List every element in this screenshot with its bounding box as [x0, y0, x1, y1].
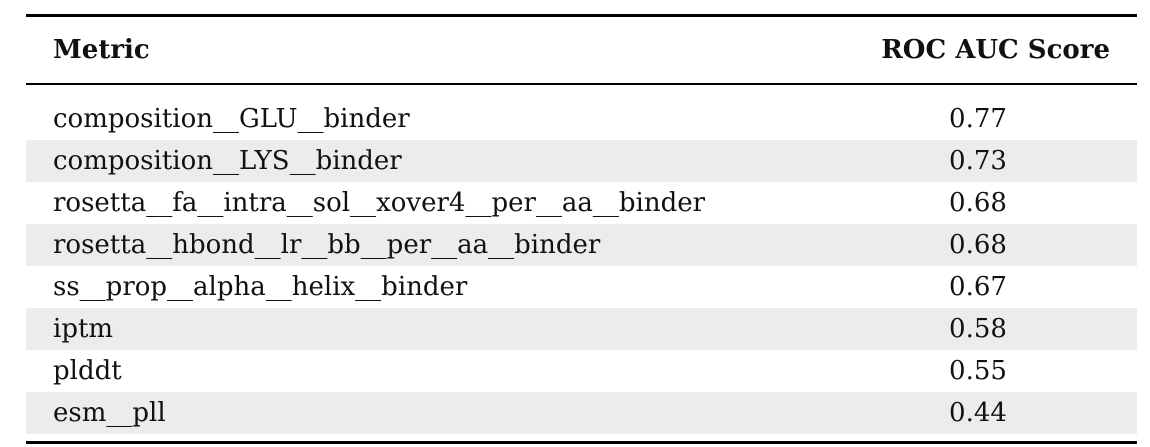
metric-cell: rosetta__hbond__lr__bb__per__aa__binder: [53, 230, 601, 260]
score-cell: 0.77: [949, 104, 1007, 134]
score-cell: 0.68: [949, 230, 1007, 260]
table-row: composition__LYS__binder 0.73: [26, 140, 1137, 182]
score-cell: 0.68: [949, 188, 1007, 218]
metric-cell: ss__prop__alpha__helix__binder: [53, 272, 468, 302]
metric-cell: iptm: [53, 314, 114, 344]
table-header: Metric ROC AUC Score: [26, 17, 1137, 83]
top-rule: [26, 14, 1137, 17]
score-cell: 0.58: [949, 314, 1007, 344]
bottom-rule: [26, 441, 1137, 444]
table-row: plddt 0.55: [26, 350, 1137, 392]
header-metric: Metric: [53, 35, 150, 65]
metric-cell: plddt: [53, 356, 122, 386]
table-row: esm__pll 0.44: [26, 392, 1137, 434]
results-table: Metric ROC AUC Score composition__GLU__b…: [26, 14, 1137, 444]
table-row: rosetta__fa__intra__sol__xover4__per__aa…: [26, 182, 1137, 224]
table-row: composition__GLU__binder 0.77: [26, 98, 1137, 140]
table-body: composition__GLU__binder 0.77 compositio…: [26, 98, 1137, 434]
metric-cell: esm__pll: [53, 398, 166, 428]
header-score: ROC AUC Score: [881, 35, 1110, 65]
table-row: ss__prop__alpha__helix__binder 0.67: [26, 266, 1137, 308]
metric-cell: composition__GLU__binder: [53, 104, 410, 134]
header-rule: [26, 83, 1137, 85]
table-row: rosetta__hbond__lr__bb__per__aa__binder …: [26, 224, 1137, 266]
score-cell: 0.44: [949, 398, 1007, 428]
score-cell: 0.73: [949, 146, 1007, 176]
score-cell: 0.55: [949, 356, 1007, 386]
score-cell: 0.67: [949, 272, 1007, 302]
metric-cell: rosetta__fa__intra__sol__xover4__per__aa…: [53, 188, 706, 218]
table-row: iptm 0.58: [26, 308, 1137, 350]
metric-cell: composition__LYS__binder: [53, 146, 402, 176]
